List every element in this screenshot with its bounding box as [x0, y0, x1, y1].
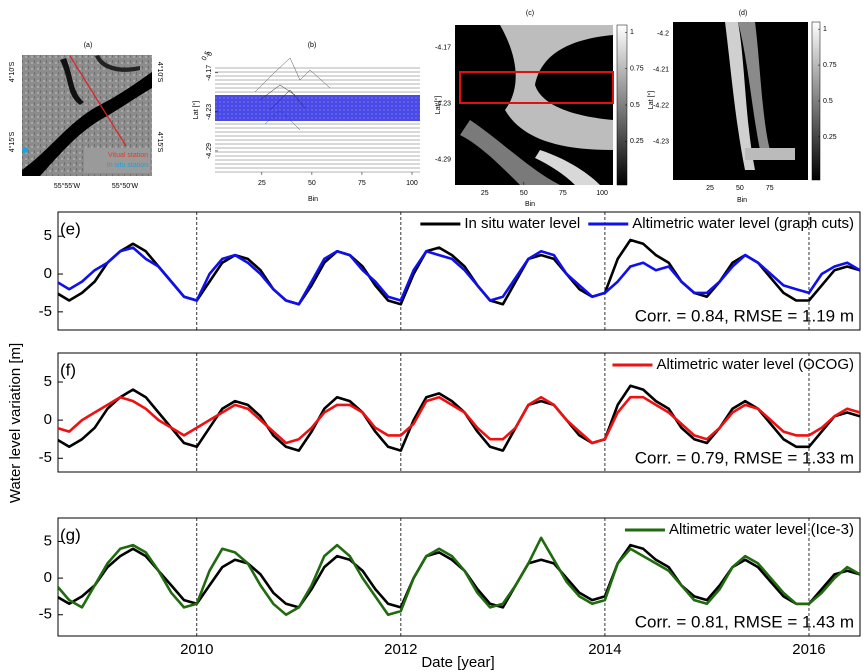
panel-title: (a)	[84, 42, 93, 49]
panel: -5 0 5 Altimetric water level (OCOG) (f) Corr…	[39, 352, 861, 473]
lon-label: 55°55'W	[54, 182, 81, 190]
series-line	[58, 536, 860, 616]
y-tick-label: -4.29	[435, 157, 451, 164]
x-tick-label: 50	[520, 190, 528, 197]
panel-title: (c)	[526, 10, 534, 17]
series-line	[58, 238, 860, 306]
lat-label: 4°15'S	[8, 131, 16, 152]
colorbar-tick-label: 1	[823, 26, 827, 33]
panel-label: (e)	[60, 219, 81, 238]
y-tick-label: 0	[44, 265, 52, 282]
y-tick-label: 0	[44, 569, 52, 586]
y-axis-label: Water level variation [m]	[7, 343, 24, 503]
x-axis-label: Bin	[308, 196, 318, 203]
colorbar-tick-label: 0.75	[823, 62, 837, 69]
x-tick-label: 25	[481, 190, 489, 197]
y-tick-label: -4.17	[435, 44, 451, 51]
series-line	[58, 384, 860, 452]
y-axis-label: Lat [°]	[192, 101, 200, 119]
x-tick-label: 75	[559, 190, 567, 197]
map-image	[22, 55, 152, 176]
legend-label: In situ station	[107, 162, 148, 169]
x-axis-label: Bin	[525, 201, 535, 208]
legend-label: In situ water level	[464, 215, 580, 232]
panel-title: (d)	[739, 10, 748, 17]
heatmap-image	[455, 24, 628, 186]
y-tick-label: 5	[44, 532, 52, 549]
lat-label: 4°10'S	[8, 61, 16, 82]
y-tick-label: -4.2	[657, 31, 669, 38]
y-tick-label: -4.29	[206, 143, 213, 159]
y-tick-label: -4.17	[206, 65, 213, 81]
panel-title: (b)	[308, 42, 317, 49]
y-tick-label: -5	[39, 606, 52, 623]
x-tick-label: 2016	[792, 641, 825, 658]
x-tick-label: 25	[706, 185, 714, 192]
colorbar-tick-label: 0.5	[630, 102, 640, 109]
y-axis-label: Lat [°]	[434, 96, 442, 114]
legend-label: Altimetric water level (graph cuts)	[632, 215, 854, 232]
y-tick-label: -4.23	[435, 100, 451, 107]
y-tick-label: 5	[44, 227, 52, 244]
x-axis-label: Date [year]	[421, 654, 494, 671]
colorbar-tick-label: 0.5	[823, 98, 833, 105]
z-tick-label: 0.5	[201, 50, 212, 62]
colorbar-tick-label: 0.25	[823, 134, 837, 141]
x-tick-label: 75	[358, 180, 366, 187]
colorbar-tick-label: 0.25	[630, 138, 644, 145]
panel-label: (g)	[60, 525, 81, 544]
plot-frame	[57, 211, 861, 331]
annotation: Corr. = 0.79, RMSE = 1.33 m	[635, 448, 854, 467]
lon-label: 55°50'W	[112, 182, 139, 190]
y-tick-label: 5	[44, 373, 52, 390]
legend-label: Vitual station	[108, 152, 148, 159]
x-tick-label: 50	[308, 180, 316, 187]
y-tick-label: -4.21	[653, 67, 669, 74]
x-tick-label: 50	[736, 185, 744, 192]
y-tick-label: -4.23	[653, 139, 669, 146]
annotation: Corr. = 0.84, RMSE = 1.19 m	[635, 306, 854, 325]
x-tick-label: 2010	[180, 641, 213, 658]
waveform-image	[215, 57, 420, 173]
heatmap-image	[673, 21, 821, 181]
y-tick-label: -4.23	[206, 104, 213, 120]
series-line	[58, 395, 860, 445]
y-tick-label: -4.22	[653, 103, 669, 110]
series-line	[58, 246, 860, 306]
colorbar-tick-label: 1	[630, 29, 634, 36]
plot-frame	[57, 517, 861, 637]
z-tick-label: 0	[206, 51, 214, 58]
legend-label: Altimetric water level (Ice-3)	[669, 521, 854, 538]
x-tick-label: 25	[258, 180, 266, 187]
y-tick-label: -5	[39, 303, 52, 320]
y-axis-label: Lat [°]	[647, 91, 655, 109]
x-axis-label: Bin	[737, 197, 747, 204]
annotation: Corr. = 0.81, RMSE = 1.43 m	[635, 612, 854, 631]
x-tick-label: 75	[766, 185, 774, 192]
panel: 2010 2012 2014 2016 -5 0 5 Altimetric water lev…	[7, 343, 861, 671]
legend-label: Altimetric water level (OCOG)	[656, 356, 854, 373]
colorbar-tick-label: 0.75	[630, 65, 644, 72]
panel: -5 0 5 Altimetric water level (graph cuts) I…	[39, 211, 861, 331]
x-tick-label: 2012	[384, 641, 417, 658]
series-line	[58, 543, 860, 609]
y-tick-label: 0	[44, 411, 52, 428]
x-tick-label: 100	[596, 190, 608, 197]
panel-label: (f)	[60, 360, 76, 379]
lat-label: 4°15'S	[156, 132, 164, 153]
y-tick-label: -5	[39, 449, 52, 466]
lat-label: 4°10'S	[156, 62, 164, 83]
x-tick-label: 2014	[588, 641, 621, 658]
x-tick-label: 100	[406, 180, 418, 187]
